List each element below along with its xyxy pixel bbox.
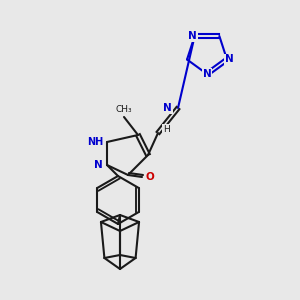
Text: NH: NH	[87, 137, 103, 147]
Text: N: N	[225, 55, 233, 64]
Text: N: N	[188, 31, 197, 41]
Text: N: N	[94, 160, 103, 170]
Text: H: H	[163, 124, 170, 134]
Text: N: N	[163, 103, 172, 113]
Text: CH₃: CH₃	[116, 104, 132, 113]
Text: N: N	[202, 69, 211, 79]
Text: O: O	[146, 172, 154, 182]
